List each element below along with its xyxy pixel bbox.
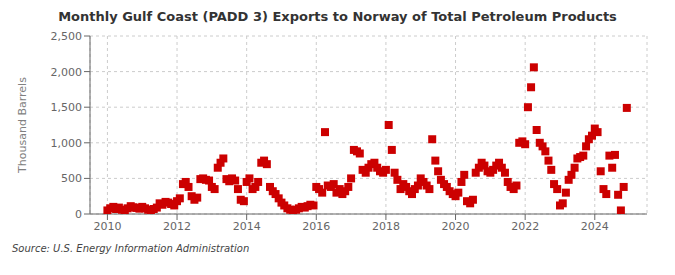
svg-text:2,500: 2,500 <box>51 30 83 43</box>
svg-text:Thousand Barrels: Thousand Barrels <box>16 77 29 174</box>
svg-text:500: 500 <box>61 172 82 185</box>
svg-text:2024: 2024 <box>581 220 609 233</box>
svg-text:2012: 2012 <box>163 220 191 233</box>
svg-text:1,000: 1,000 <box>51 137 83 150</box>
svg-text:1,500: 1,500 <box>51 101 83 114</box>
html-text:Source: U.S. Energy Informatio: Source: U.S. Energy Information Administ… <box>12 243 250 254</box>
svg-text:2022: 2022 <box>511 220 539 233</box>
svg-text:2010: 2010 <box>93 220 121 233</box>
svg-text:2014: 2014 <box>233 220 261 233</box>
svg-text:2018: 2018 <box>372 220 400 233</box>
svg-text:2016: 2016 <box>302 220 330 233</box>
svg-text:2,000: 2,000 <box>51 66 83 79</box>
svg-text:2020: 2020 <box>442 220 470 233</box>
html-text:Monthly Gulf Coast (PADD 3) Ex: Monthly Gulf Coast (PADD 3) Exports to N… <box>58 9 617 24</box>
svg-text:0: 0 <box>75 208 82 221</box>
